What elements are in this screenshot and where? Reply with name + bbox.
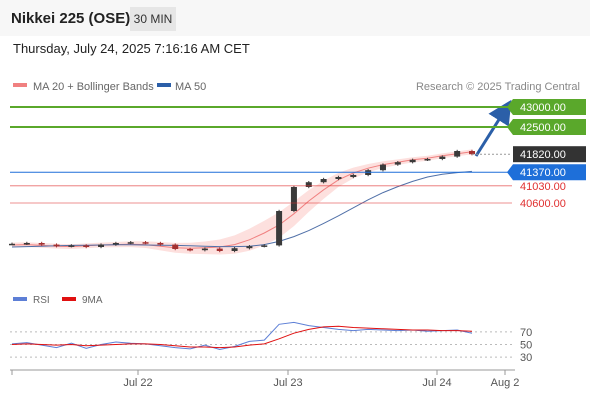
candle-body <box>394 162 401 165</box>
level-label-current: 41820.00 <box>520 149 566 161</box>
x-tick-label: Aug 2 <box>491 377 520 389</box>
rsi-ma-legend-swatch <box>62 297 76 301</box>
candle-body <box>261 245 268 247</box>
candle-body <box>246 246 253 249</box>
rsi-legend-label: RSI <box>33 295 50 306</box>
candle-body <box>38 243 45 245</box>
level-label-pivot: 41370.00 <box>520 167 566 179</box>
candle-body <box>469 151 475 155</box>
ma50-legend-label: MA 50 <box>175 81 206 93</box>
candle-body <box>231 248 238 251</box>
candle-body <box>172 244 179 249</box>
x-tick-label: Jul 23 <box>273 377 302 389</box>
candle-body <box>157 243 164 245</box>
candle-body <box>142 242 149 244</box>
candle-body <box>83 245 90 247</box>
candle-body <box>305 182 312 187</box>
ma20-legend-swatch <box>13 83 27 87</box>
candle-body <box>276 211 283 246</box>
forecast-arrow <box>474 99 512 157</box>
rsi-legend-swatch <box>13 297 27 301</box>
candle-body <box>409 159 416 163</box>
current-price-tag <box>513 146 586 163</box>
instrument-title: Nikkei 225 (OSE) <box>11 10 131 27</box>
candle-body <box>439 156 446 159</box>
level-label-resistance: 43000.00 <box>520 102 566 114</box>
header-bar <box>0 0 590 36</box>
rsi-tick-label: 50 <box>520 340 532 352</box>
timeframe-button[interactable]: 30 MIN <box>130 7 176 31</box>
x-tick-label: Jul 24 <box>422 377 451 389</box>
ma20-legend-label: MA 20 + Bollinger Bands <box>33 81 154 93</box>
candle-body <box>454 151 461 157</box>
rsi-tick-label: 30 <box>520 352 532 364</box>
candle-body <box>424 159 431 161</box>
level-label-support: 40600.00 <box>520 198 566 210</box>
candle-body <box>216 248 223 251</box>
level-label-support: 41030.00 <box>520 181 566 193</box>
chart-datetime: Thursday, July 24, 2025 7:16:16 AM CET <box>13 41 250 56</box>
level-label-resistance: 42500.00 <box>520 122 566 134</box>
candle-body <box>53 244 60 247</box>
candle-body <box>350 175 357 177</box>
candle-body <box>187 249 194 251</box>
candle-body <box>201 248 208 251</box>
pivot-tag <box>507 164 586 181</box>
candle-body <box>335 177 342 179</box>
candle-body <box>379 164 386 171</box>
candle-body <box>290 187 297 211</box>
resistance-tag <box>507 119 586 135</box>
candle-body <box>320 179 327 183</box>
ma50-line <box>11 170 473 248</box>
candle-body <box>9 243 15 246</box>
ma50-legend-swatch <box>157 83 171 87</box>
rsi-tick-label: 70 <box>520 327 532 339</box>
rsi-ma-line <box>11 325 473 349</box>
candle-body <box>127 242 134 244</box>
rsi-ma-legend-label: 9MA <box>82 295 103 306</box>
candle-body <box>112 243 119 245</box>
candle-body <box>23 243 30 245</box>
rsi-line <box>11 321 473 351</box>
x-tick-label: Jul 22 <box>123 377 152 389</box>
credit-text: Research © 2025 Trading Central <box>416 81 580 93</box>
candle-body <box>98 244 105 247</box>
bollinger-band <box>12 149 472 255</box>
candle-body <box>68 245 75 247</box>
resistance-tag <box>507 99 586 115</box>
